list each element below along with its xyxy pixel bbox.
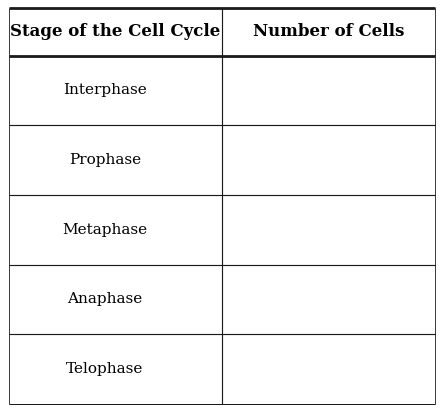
Text: Telophase: Telophase bbox=[66, 362, 143, 376]
Text: Number of Cells: Number of Cells bbox=[253, 23, 404, 40]
Text: Interphase: Interphase bbox=[63, 84, 147, 97]
Text: Anaphase: Anaphase bbox=[67, 293, 143, 306]
Text: Stage of the Cell Cycle: Stage of the Cell Cycle bbox=[10, 23, 221, 40]
Text: Metaphase: Metaphase bbox=[62, 223, 147, 236]
Text: Prophase: Prophase bbox=[69, 153, 141, 167]
